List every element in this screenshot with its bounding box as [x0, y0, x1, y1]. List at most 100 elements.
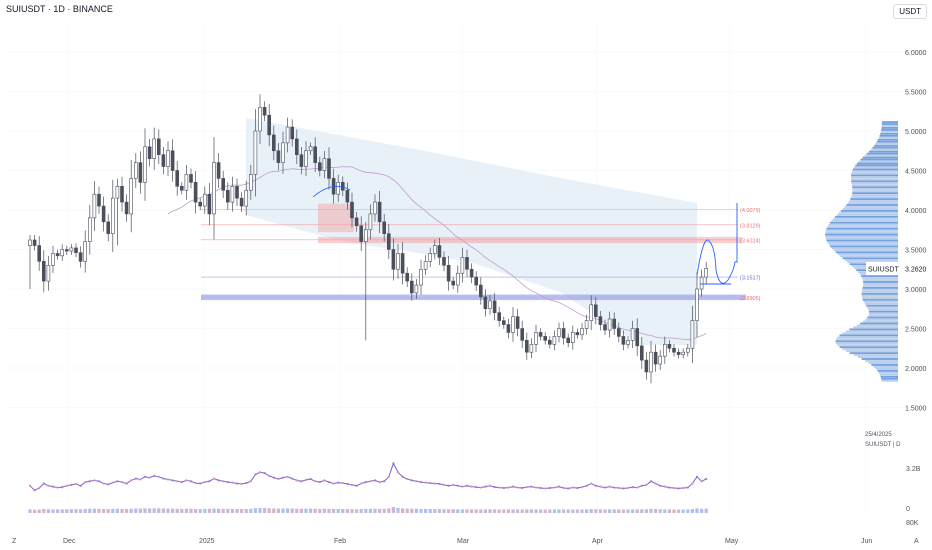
oscillator-marker — [28, 484, 32, 487]
volume-bar — [102, 509, 106, 513]
volume-bar — [65, 509, 69, 513]
volume-bar — [419, 508, 423, 513]
volume-bar — [207, 508, 211, 513]
candle-body — [469, 268, 474, 278]
candle-body — [97, 193, 101, 207]
candle-body — [685, 347, 690, 353]
volume-bar — [125, 509, 129, 513]
candle-body — [175, 170, 179, 187]
price-tick-label: 4.5000 — [905, 169, 927, 176]
volume-bar — [332, 509, 336, 513]
profile-bar — [825, 229, 898, 232]
profile-bar — [833, 249, 898, 252]
candle-body — [653, 351, 658, 365]
candle-body — [603, 324, 607, 331]
profile-bar — [861, 292, 898, 295]
level-label: (3.6224) — [740, 238, 761, 244]
price-channel-cloud — [246, 118, 697, 345]
profile-bar — [836, 213, 898, 216]
profile-bar — [865, 318, 898, 321]
profile-bar — [860, 322, 898, 325]
volume-bar — [644, 509, 648, 513]
candle-body — [570, 332, 575, 344]
profile-bar — [826, 239, 898, 242]
volume-bar — [663, 509, 667, 513]
oscillator-marker — [346, 482, 349, 486]
profile-bar — [878, 136, 898, 139]
oscillator-line — [29, 462, 707, 491]
candle-body — [271, 134, 276, 152]
volume-bar — [143, 508, 147, 513]
volume-series — [28, 507, 708, 513]
oscillator-marker — [79, 484, 82, 487]
currency-button[interactable]: USDT — [893, 4, 927, 19]
volume-bar — [290, 508, 294, 513]
oscillator-marker — [539, 486, 542, 490]
oscillator-marker — [327, 481, 331, 484]
oscillator-marker — [350, 483, 354, 486]
profile-bar — [835, 215, 898, 218]
profile-bar — [835, 251, 898, 254]
oscillator-marker — [70, 483, 73, 486]
candle-body — [396, 253, 400, 270]
volume-bar — [42, 509, 46, 513]
auto-scale-button[interactable]: A — [914, 538, 919, 545]
candle-body — [350, 201, 354, 219]
profile-bar — [852, 190, 898, 193]
oscillator-marker — [341, 481, 344, 485]
oscillator-marker — [222, 480, 225, 483]
oscillator-marker — [668, 486, 671, 489]
oscillator-marker — [291, 477, 294, 480]
profile-bar — [869, 312, 898, 315]
volume-bar — [552, 509, 556, 513]
candle-body — [143, 146, 147, 183]
candle-body — [258, 107, 262, 132]
oscillator-marker — [599, 485, 602, 488]
volume-bar — [585, 509, 589, 513]
profile-bar — [847, 202, 898, 204]
candle-body — [281, 142, 285, 163]
profile-bar — [830, 245, 898, 248]
candle-body — [124, 201, 129, 215]
oscillator-marker — [245, 481, 248, 485]
oscillator-marker — [640, 484, 643, 487]
oscillator-marker — [631, 486, 634, 489]
oscillator-marker — [171, 479, 174, 482]
oscillator-marker — [590, 482, 593, 485]
price-tick-label: 6.0000 — [905, 50, 927, 57]
oscillator-marker — [254, 473, 257, 476]
volume-bar — [373, 508, 377, 513]
oscillator-marker — [277, 477, 280, 481]
volume-bar — [626, 509, 630, 513]
profile-bar — [861, 290, 898, 293]
oscillator-marker — [419, 481, 423, 484]
candle-body — [598, 316, 603, 325]
oscillator-marker — [355, 484, 358, 487]
volume-bar — [681, 509, 685, 513]
volume-bar — [106, 509, 110, 513]
oscillator-marker — [392, 462, 395, 465]
oscillator-marker — [447, 484, 450, 487]
profile-bar — [863, 320, 898, 323]
oscillator-marker — [162, 477, 165, 480]
oscillator-marker — [622, 487, 625, 490]
volume-bar — [230, 508, 234, 513]
profile-bar — [881, 123, 898, 125]
oscillator-marker — [530, 485, 533, 488]
candle-body — [386, 233, 391, 250]
oscillator-marker — [304, 478, 308, 481]
volume-bar — [654, 509, 658, 513]
oscillator-marker — [700, 480, 703, 483]
candlestick-series — [28, 94, 709, 384]
volume-bar — [92, 508, 96, 513]
timezone-button[interactable]: Z — [12, 538, 17, 545]
volume-bar — [451, 509, 455, 513]
candle-body — [511, 316, 515, 333]
profile-bar — [879, 134, 898, 137]
candle-body — [534, 332, 538, 345]
candle-body — [111, 197, 115, 234]
last-price-label: SUIUSDT 3.2620 — [866, 262, 928, 275]
profile-bar — [870, 148, 898, 151]
oscillator-marker — [470, 485, 473, 488]
